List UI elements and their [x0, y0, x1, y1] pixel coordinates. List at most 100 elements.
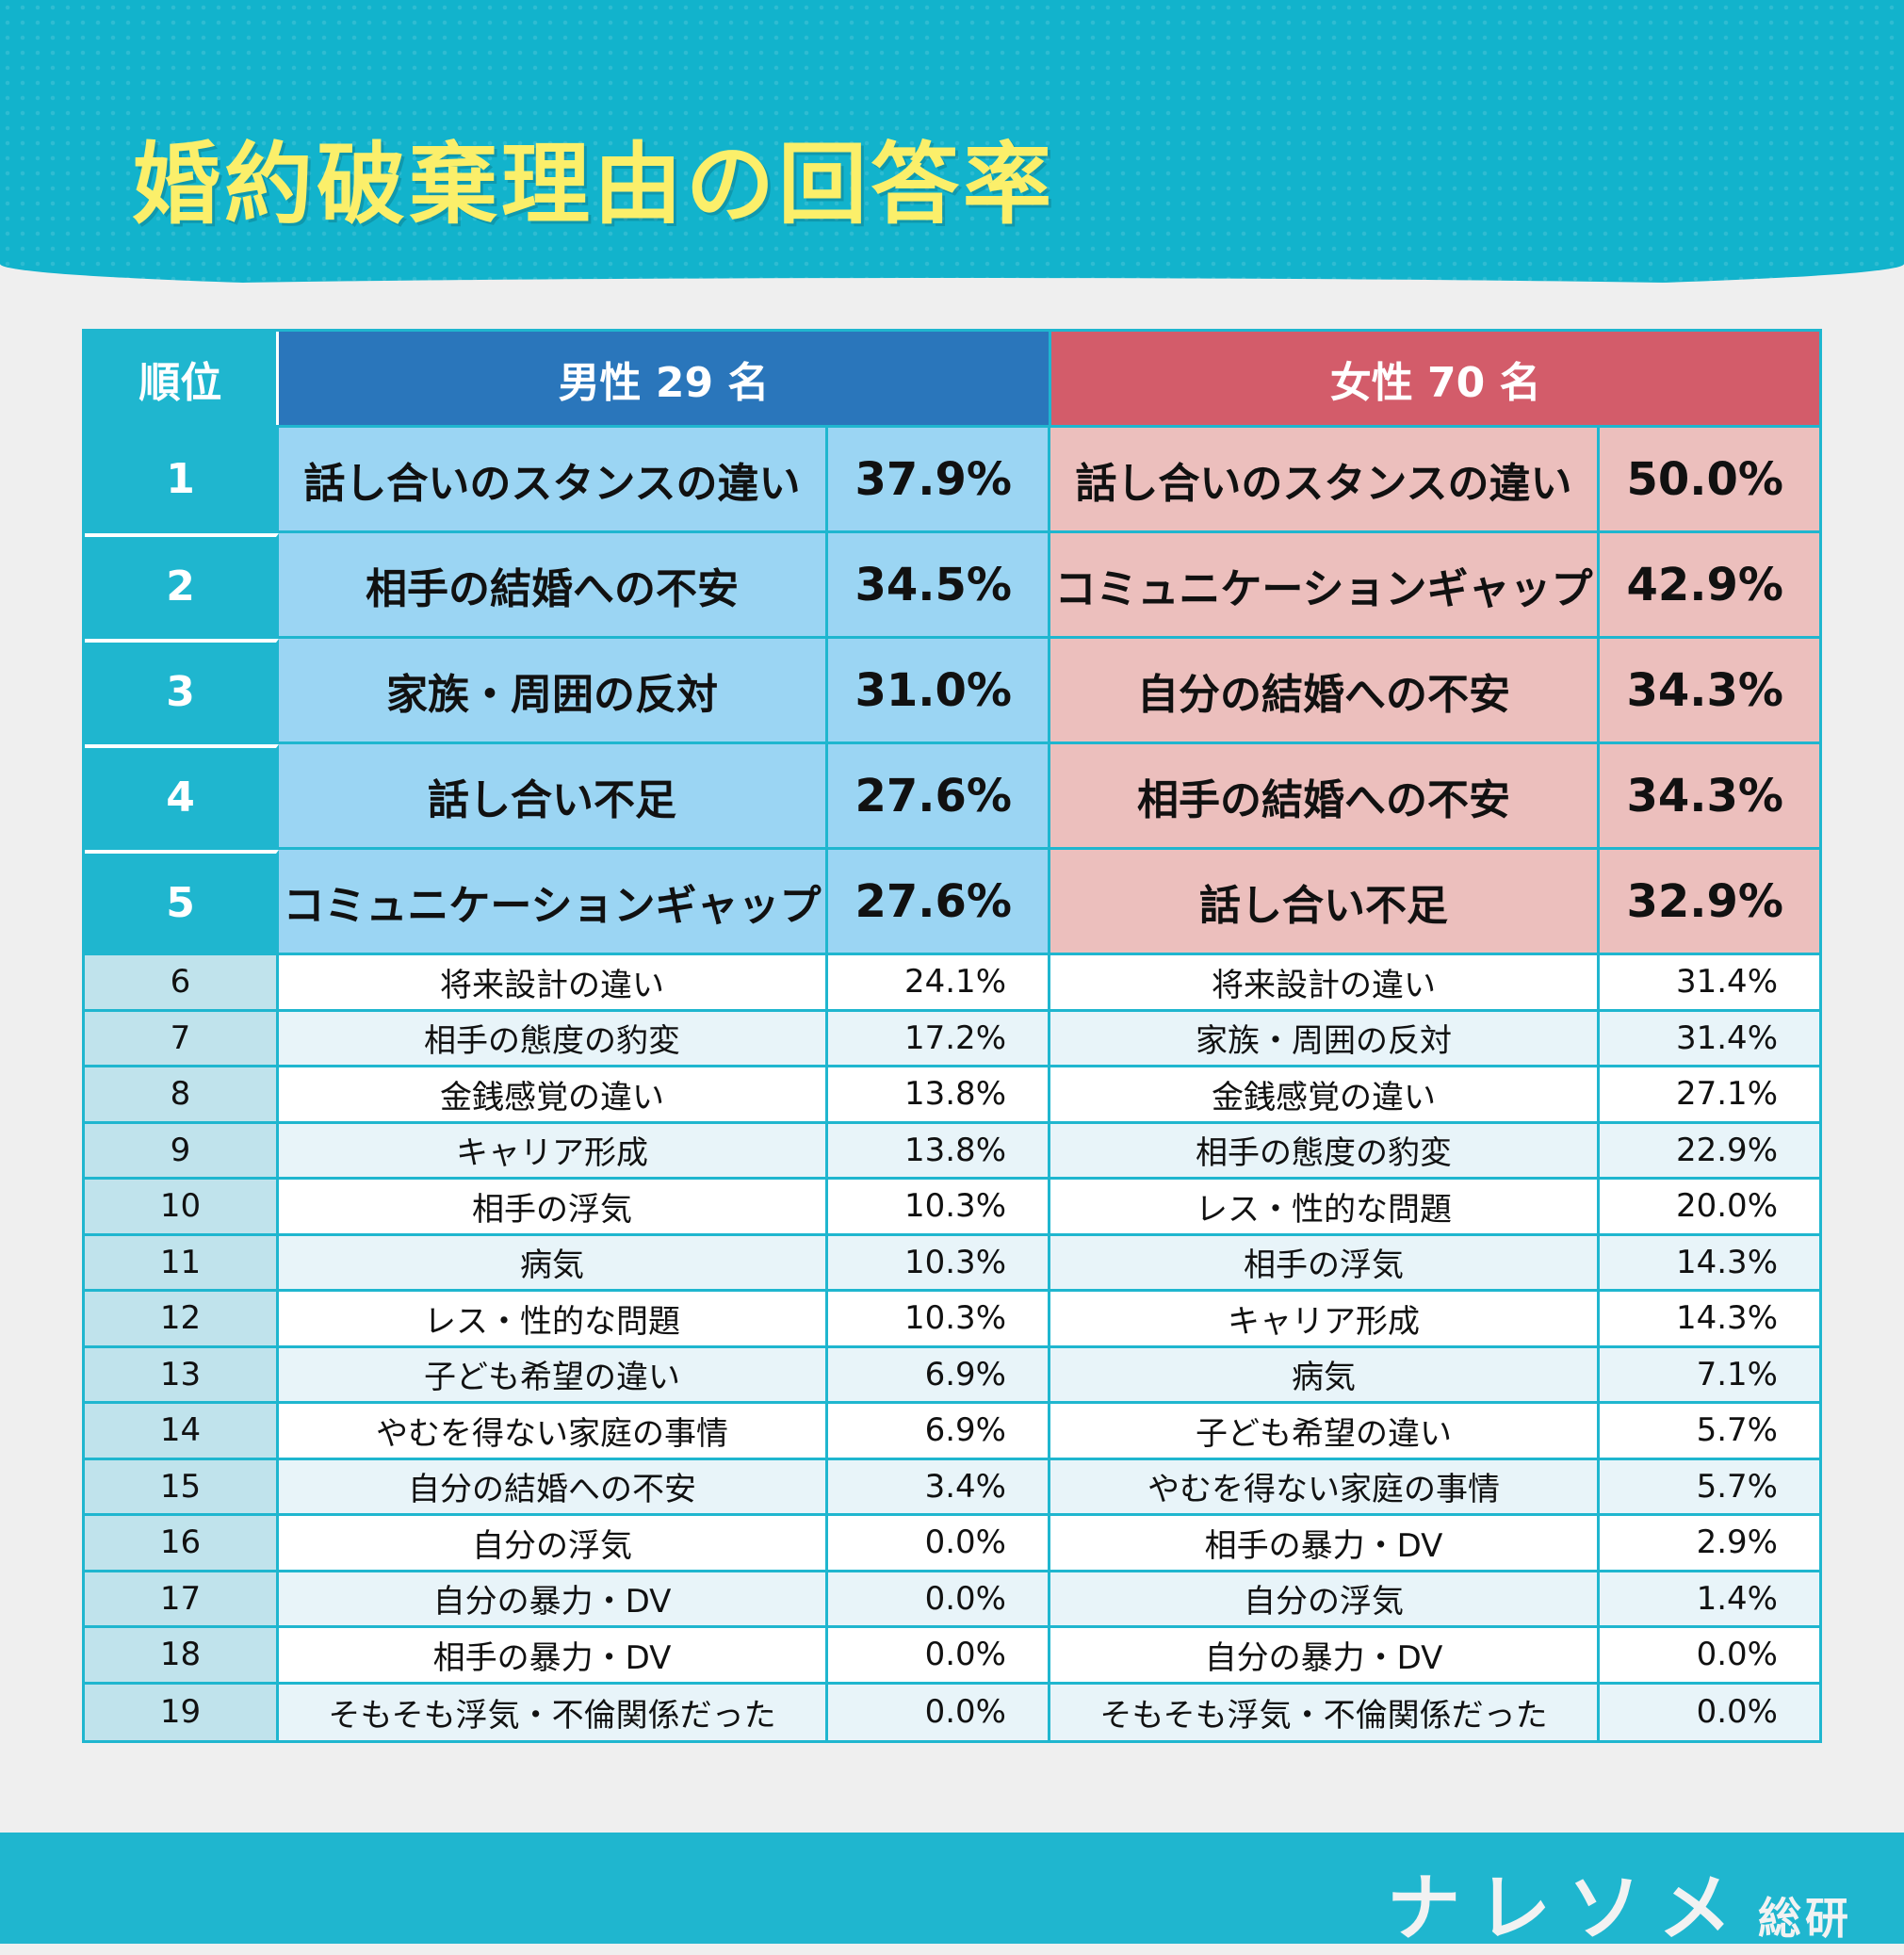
female-header: 女性 70 名	[1051, 332, 1819, 425]
female-reason-cell: 自分の結婚への不安	[1050, 639, 1600, 741]
table-row: 7 相手の態度の豹変 17.2% 家族・周囲の反対 31.4%	[85, 1011, 1819, 1067]
rank-cell: 6	[85, 955, 279, 1009]
female-percent-cell: 1.4%	[1600, 1572, 1819, 1625]
table-row: 2 相手の結婚への不安 34.5% コミュニケーションギャップ 42.9%	[85, 533, 1819, 639]
male-reason-cell: 子ども希望の違い	[279, 1347, 828, 1401]
male-percent-cell: 0.0%	[828, 1628, 1050, 1682]
table-row: 4 話し合い不足 27.6% 相手の結婚への不安 34.3%	[85, 744, 1819, 850]
male-percent-cell: 13.8%	[828, 1067, 1050, 1121]
table-row: 15 自分の結婚への不安 3.4% やむを得ない家庭の事情 5.7%	[85, 1459, 1819, 1516]
male-reason-cell: 金銭感覚の違い	[279, 1067, 828, 1121]
female-percent-cell: 14.3%	[1600, 1235, 1819, 1289]
table-row: 18 相手の暴力・DV 0.0% 自分の暴力・DV 0.0%	[85, 1628, 1819, 1685]
male-header: 男性 29 名	[278, 332, 1052, 425]
rank-cell: 10	[85, 1180, 279, 1233]
male-percent-cell: 24.1%	[828, 955, 1050, 1009]
female-reason-cell: やむを得ない家庭の事情	[1050, 1459, 1600, 1513]
female-percent-cell: 5.7%	[1600, 1459, 1819, 1513]
female-reason-cell: 子ども希望の違い	[1050, 1404, 1600, 1458]
female-reason-cell: 相手の浮気	[1050, 1235, 1600, 1289]
female-percent-cell: 22.9%	[1600, 1123, 1819, 1177]
rank-cell: 13	[85, 1347, 279, 1401]
male-percent-cell: 37.9%	[828, 428, 1050, 530]
male-reason-cell: 相手の結婚への不安	[279, 533, 828, 636]
male-percent-cell: 10.3%	[828, 1292, 1050, 1345]
female-reason-cell: キャリア形成	[1050, 1292, 1600, 1345]
female-reason-cell: 自分の暴力・DV	[1050, 1628, 1600, 1682]
rank-cell: 17	[85, 1572, 279, 1625]
female-percent-cell: 7.1%	[1600, 1347, 1819, 1401]
logo-main: ナレソメ	[1386, 1866, 1749, 1951]
male-reason-cell: 相手の浮気	[279, 1180, 828, 1233]
male-percent-cell: 27.6%	[828, 850, 1050, 953]
male-reason-cell: やむを得ない家庭の事情	[279, 1404, 828, 1458]
table-row: 8 金銭感覚の違い 13.8% 金銭感覚の違い 27.1%	[85, 1067, 1819, 1124]
female-reason-cell: 家族・周囲の反対	[1050, 1011, 1600, 1065]
table-row: 10 相手の浮気 10.3% レス・性的な問題 20.0%	[85, 1180, 1819, 1236]
female-percent-cell: 27.1%	[1600, 1067, 1819, 1121]
male-percent-cell: 6.9%	[828, 1404, 1050, 1458]
male-reason-cell: キャリア形成	[279, 1123, 828, 1177]
male-percent-cell: 34.5%	[828, 533, 1050, 636]
female-reason-cell: 自分の浮気	[1050, 1572, 1600, 1625]
footer-band: ナレソメ 総研	[0, 1833, 1904, 1951]
male-reason-cell: 話し合いのスタンスの違い	[279, 428, 828, 530]
female-percent-cell: 5.7%	[1600, 1404, 1819, 1458]
ranking-table: 順位 男性 29 名 女性 70 名 1 話し合いのスタンスの違い 37.9% 話し合…	[82, 329, 1822, 1743]
male-percent-cell: 0.0%	[828, 1572, 1050, 1625]
male-reason-cell: 自分の暴力・DV	[279, 1572, 828, 1625]
female-reason-cell: コミュニケーションギャップ	[1050, 533, 1600, 636]
female-reason-cell: 話し合いのスタンスの違い	[1050, 428, 1600, 530]
male-percent-cell: 31.0%	[828, 639, 1050, 741]
male-reason-cell: そもそも浮気・不倫関係だった	[279, 1684, 828, 1740]
table-row: 5 コミュニケーションギャップ 27.6% 話し合い不足 32.9%	[85, 850, 1819, 955]
logo-sub: 総研	[1758, 1893, 1852, 1944]
female-percent-cell: 50.0%	[1600, 428, 1819, 530]
female-percent-cell: 31.4%	[1600, 955, 1819, 1009]
header-banner: 婚約破棄理由の回答率	[0, 0, 1904, 292]
male-reason-cell: 家族・周囲の反対	[279, 639, 828, 741]
male-reason-cell: 相手の暴力・DV	[279, 1628, 828, 1682]
rank-cell: 1	[85, 428, 279, 530]
female-reason-cell: 相手の暴力・DV	[1050, 1516, 1600, 1570]
female-percent-cell: 34.3%	[1600, 744, 1819, 847]
female-reason-cell: 将来設計の違い	[1050, 955, 1600, 1009]
rank-cell: 3	[85, 639, 279, 741]
female-reason-cell: レス・性的な問題	[1050, 1180, 1600, 1233]
female-reason-cell: 相手の態度の豹変	[1050, 1123, 1600, 1177]
rank-cell: 9	[85, 1123, 279, 1177]
rank-cell: 5	[85, 850, 279, 953]
table-row: 19 そもそも浮気・不倫関係だった 0.0% そもそも浮気・不倫関係だった 0.0%	[85, 1684, 1819, 1740]
female-percent-cell: 42.9%	[1600, 533, 1819, 636]
rank-cell: 14	[85, 1404, 279, 1458]
rank-cell: 15	[85, 1459, 279, 1513]
male-percent-cell: 0.0%	[828, 1684, 1050, 1740]
table-row: 14 やむを得ない家庭の事情 6.9% 子ども希望の違い 5.7%	[85, 1404, 1819, 1460]
female-percent-cell: 32.9%	[1600, 850, 1819, 953]
male-percent-cell: 10.3%	[828, 1180, 1050, 1233]
female-percent-cell: 0.0%	[1600, 1684, 1819, 1740]
male-percent-cell: 3.4%	[828, 1459, 1050, 1513]
male-reason-cell: コミュニケーションギャップ	[279, 850, 828, 953]
brand-logo: ナレソメ 総研	[1387, 1849, 1852, 1955]
male-percent-cell: 17.2%	[828, 1011, 1050, 1065]
male-reason-cell: 自分の浮気	[279, 1516, 828, 1570]
male-reason-cell: レス・性的な問題	[279, 1292, 828, 1345]
rank-cell: 4	[85, 744, 279, 847]
rank-cell: 19	[85, 1684, 279, 1740]
female-reason-cell: 病気	[1050, 1347, 1600, 1401]
table-row: 3 家族・周囲の反対 31.0% 自分の結婚への不安 34.3%	[85, 639, 1819, 744]
male-percent-cell: 10.3%	[828, 1235, 1050, 1289]
male-reason-cell: 相手の態度の豹変	[279, 1011, 828, 1065]
rank-cell: 12	[85, 1292, 279, 1345]
rank-cell: 16	[85, 1516, 279, 1570]
table-row: 12 レス・性的な問題 10.3% キャリア形成 14.3%	[85, 1292, 1819, 1348]
rank-cell: 11	[85, 1235, 279, 1289]
male-reason-cell: 将来設計の違い	[279, 955, 828, 1009]
page-title: 婚約破棄理由の回答率	[132, 134, 1056, 236]
male-percent-cell: 27.6%	[828, 744, 1050, 847]
male-percent-cell: 6.9%	[828, 1347, 1050, 1401]
female-percent-cell: 31.4%	[1600, 1011, 1819, 1065]
female-percent-cell: 0.0%	[1600, 1628, 1819, 1682]
male-reason-cell: 話し合い不足	[279, 744, 828, 847]
